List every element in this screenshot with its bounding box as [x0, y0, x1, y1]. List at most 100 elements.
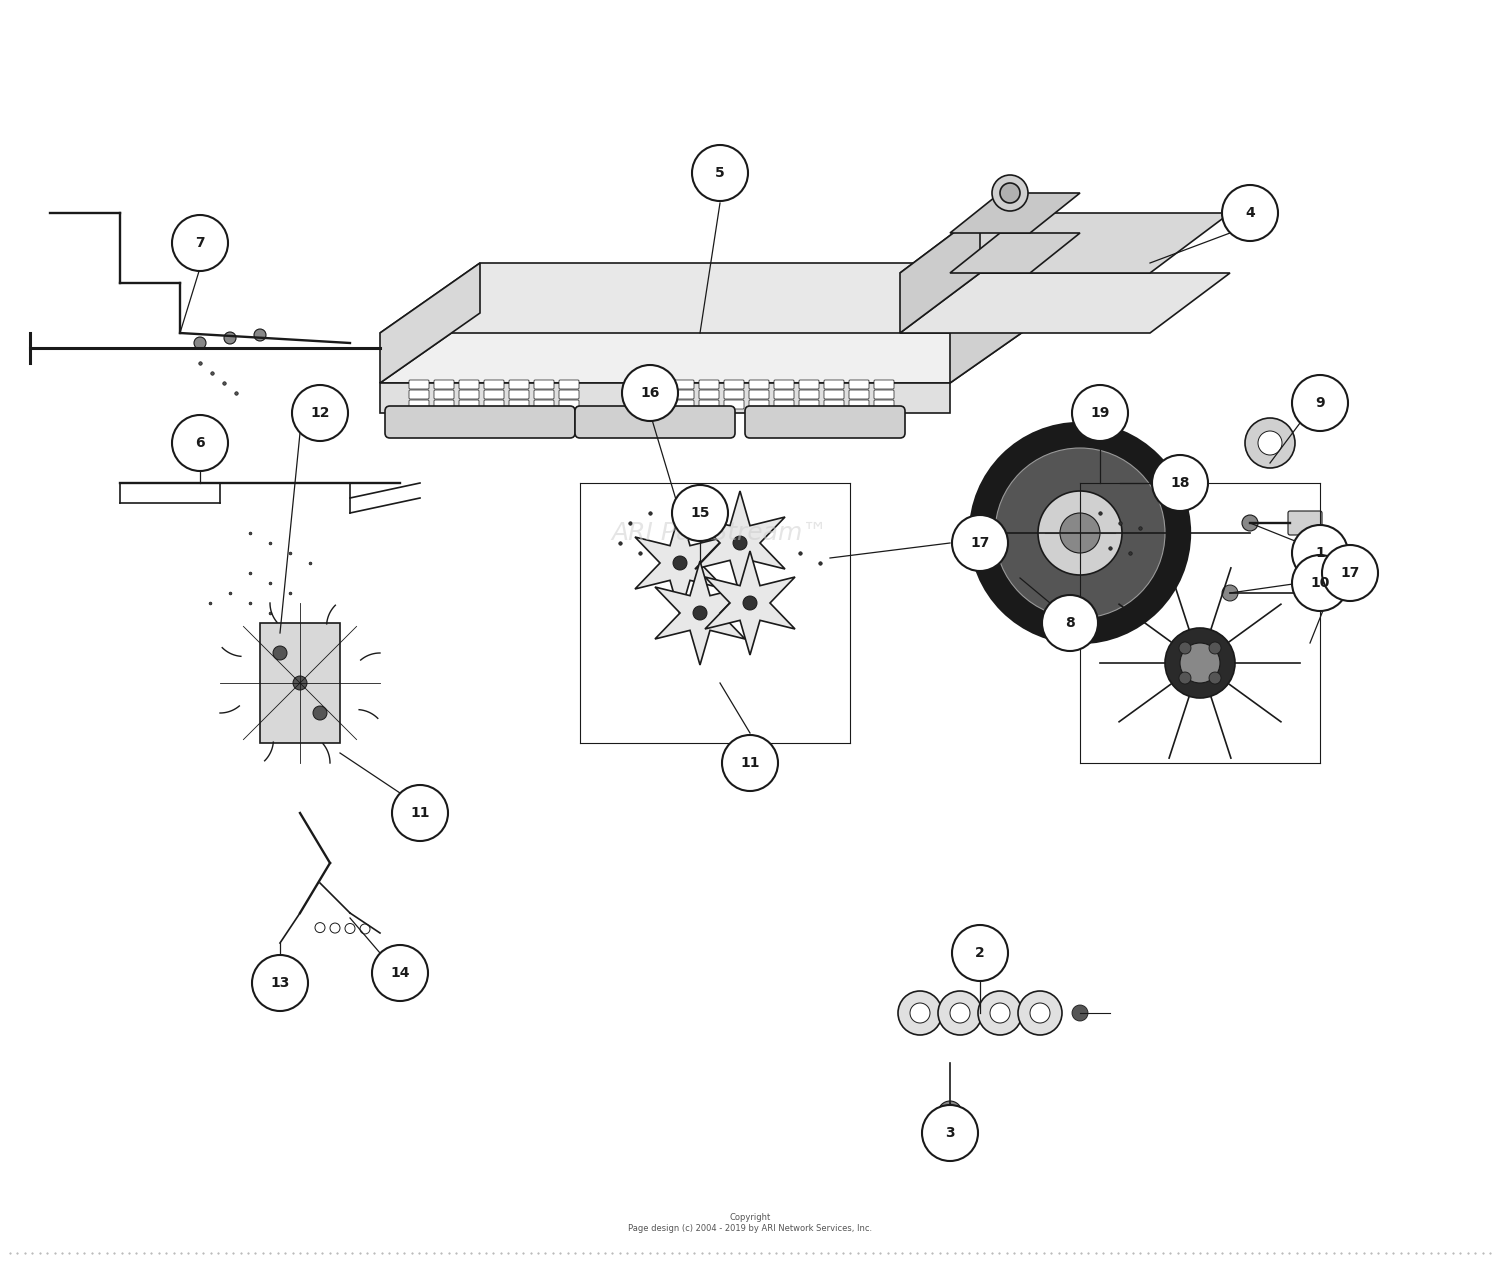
Text: 11: 11 — [411, 806, 430, 820]
FancyBboxPatch shape — [484, 380, 504, 389]
Text: 2: 2 — [975, 946, 986, 960]
FancyBboxPatch shape — [560, 380, 579, 389]
Circle shape — [1292, 525, 1348, 581]
Polygon shape — [694, 491, 784, 595]
Circle shape — [950, 1003, 970, 1023]
FancyBboxPatch shape — [386, 405, 574, 438]
Circle shape — [330, 923, 340, 933]
FancyBboxPatch shape — [674, 400, 694, 409]
Circle shape — [172, 215, 228, 272]
Polygon shape — [260, 623, 340, 743]
Text: 19: 19 — [1090, 405, 1110, 421]
Text: 15: 15 — [690, 506, 709, 520]
FancyBboxPatch shape — [849, 400, 868, 409]
FancyBboxPatch shape — [699, 400, 718, 409]
FancyBboxPatch shape — [746, 405, 904, 438]
FancyBboxPatch shape — [724, 390, 744, 399]
FancyBboxPatch shape — [699, 390, 718, 399]
FancyBboxPatch shape — [674, 390, 694, 399]
Circle shape — [1292, 554, 1348, 611]
Circle shape — [1060, 513, 1100, 553]
FancyBboxPatch shape — [849, 380, 868, 389]
Circle shape — [1152, 455, 1208, 512]
Circle shape — [194, 337, 206, 349]
Circle shape — [1245, 418, 1294, 469]
Circle shape — [622, 365, 678, 421]
Circle shape — [978, 991, 1022, 1034]
Circle shape — [722, 735, 778, 791]
FancyBboxPatch shape — [800, 390, 819, 399]
Circle shape — [693, 606, 706, 620]
Text: 16: 16 — [640, 386, 660, 400]
Polygon shape — [380, 263, 1050, 333]
FancyBboxPatch shape — [650, 380, 669, 389]
FancyBboxPatch shape — [1288, 512, 1322, 536]
Text: 17: 17 — [970, 536, 990, 549]
Circle shape — [692, 145, 748, 201]
FancyBboxPatch shape — [410, 380, 429, 389]
Circle shape — [292, 385, 348, 441]
Polygon shape — [380, 263, 480, 383]
Circle shape — [992, 176, 1028, 211]
Circle shape — [1258, 431, 1282, 455]
FancyBboxPatch shape — [748, 390, 770, 399]
Circle shape — [952, 515, 1008, 571]
FancyBboxPatch shape — [534, 390, 554, 399]
Circle shape — [1242, 515, 1258, 530]
Circle shape — [1179, 642, 1191, 654]
FancyBboxPatch shape — [724, 380, 744, 389]
Circle shape — [314, 706, 327, 720]
Circle shape — [952, 925, 1008, 981]
Circle shape — [345, 923, 355, 933]
Circle shape — [1000, 183, 1020, 203]
FancyBboxPatch shape — [748, 380, 770, 389]
Polygon shape — [950, 193, 1080, 232]
FancyBboxPatch shape — [774, 390, 794, 399]
FancyBboxPatch shape — [699, 380, 718, 389]
FancyBboxPatch shape — [650, 400, 669, 409]
Text: Copyright
Page design (c) 2004 - 2019 by ARI Network Services, Inc.: Copyright Page design (c) 2004 - 2019 by… — [628, 1214, 872, 1233]
FancyBboxPatch shape — [433, 390, 454, 399]
FancyBboxPatch shape — [824, 380, 844, 389]
Text: 1: 1 — [1316, 546, 1324, 560]
FancyBboxPatch shape — [560, 390, 579, 399]
Circle shape — [1166, 628, 1234, 698]
FancyBboxPatch shape — [433, 400, 454, 409]
Text: 11: 11 — [741, 757, 760, 770]
FancyBboxPatch shape — [410, 400, 429, 409]
Circle shape — [938, 991, 982, 1034]
Circle shape — [1322, 546, 1378, 601]
Circle shape — [1179, 672, 1191, 685]
Circle shape — [1209, 672, 1221, 685]
FancyBboxPatch shape — [824, 390, 844, 399]
Polygon shape — [950, 232, 1080, 273]
FancyBboxPatch shape — [574, 405, 735, 438]
FancyBboxPatch shape — [509, 380, 530, 389]
Circle shape — [970, 423, 1190, 643]
FancyBboxPatch shape — [849, 390, 868, 399]
FancyBboxPatch shape — [824, 400, 844, 409]
FancyBboxPatch shape — [459, 390, 478, 399]
Circle shape — [1030, 1003, 1050, 1023]
FancyBboxPatch shape — [433, 380, 454, 389]
Circle shape — [1222, 184, 1278, 241]
Circle shape — [1209, 642, 1221, 654]
Circle shape — [254, 328, 266, 341]
FancyBboxPatch shape — [650, 390, 669, 399]
Circle shape — [922, 1105, 978, 1161]
Circle shape — [1180, 643, 1219, 683]
Text: 3: 3 — [945, 1127, 956, 1140]
FancyBboxPatch shape — [800, 380, 819, 389]
Text: 14: 14 — [390, 966, 410, 980]
Text: 10: 10 — [1311, 576, 1329, 590]
Text: ARI PartStream™: ARI PartStream™ — [612, 522, 828, 546]
Circle shape — [273, 645, 286, 661]
FancyBboxPatch shape — [874, 390, 894, 399]
Circle shape — [674, 556, 687, 570]
Polygon shape — [950, 263, 1050, 383]
Circle shape — [734, 536, 747, 549]
FancyBboxPatch shape — [534, 400, 554, 409]
Circle shape — [392, 786, 448, 841]
Text: 18: 18 — [1170, 476, 1190, 490]
Circle shape — [910, 1003, 930, 1023]
